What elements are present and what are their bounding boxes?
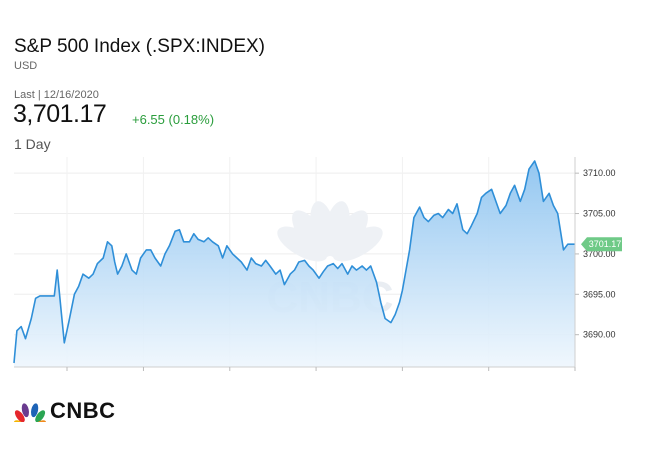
price-area	[14, 161, 575, 367]
last-value-label: 3701.17	[589, 239, 622, 249]
brand-name: CNBC	[50, 398, 116, 423]
peacock-icon	[14, 403, 46, 422]
price-chart[interactable]: CNBC 12/1611:0012:0013:0014:0015:0012/17…	[0, 150, 670, 375]
x-axis: 12/1611:0012:0013:0014:0015:0012/17	[14, 366, 576, 371]
price-line	[13, 160, 575, 364]
cnbc-logo: CNBC	[14, 398, 116, 424]
y-tick-label: 3700.00	[583, 249, 616, 259]
page-title: S&P 500 Index (.SPX:INDEX)	[14, 36, 265, 57]
y-tick-label: 3710.00	[583, 168, 616, 178]
last-value-badge-shape	[581, 237, 622, 252]
y-axis: 3690.00 3695.00 3700.00 3705.00 3710.00	[574, 157, 616, 367]
price-change: +6.55 (0.18%)	[132, 112, 215, 127]
last-value-badge: 3701.17	[581, 237, 622, 252]
y-tick-label: 3705.00	[583, 209, 616, 219]
y-tick-label: 3695.00	[583, 289, 616, 299]
y-tick-label: 3690.00	[583, 330, 616, 340]
last-date-label: Last | 12/16/2020	[14, 89, 99, 101]
period-label[interactable]: 1 Day	[14, 136, 51, 152]
last-price: 3,701.17	[13, 100, 107, 128]
currency-label: USD	[14, 60, 38, 72]
